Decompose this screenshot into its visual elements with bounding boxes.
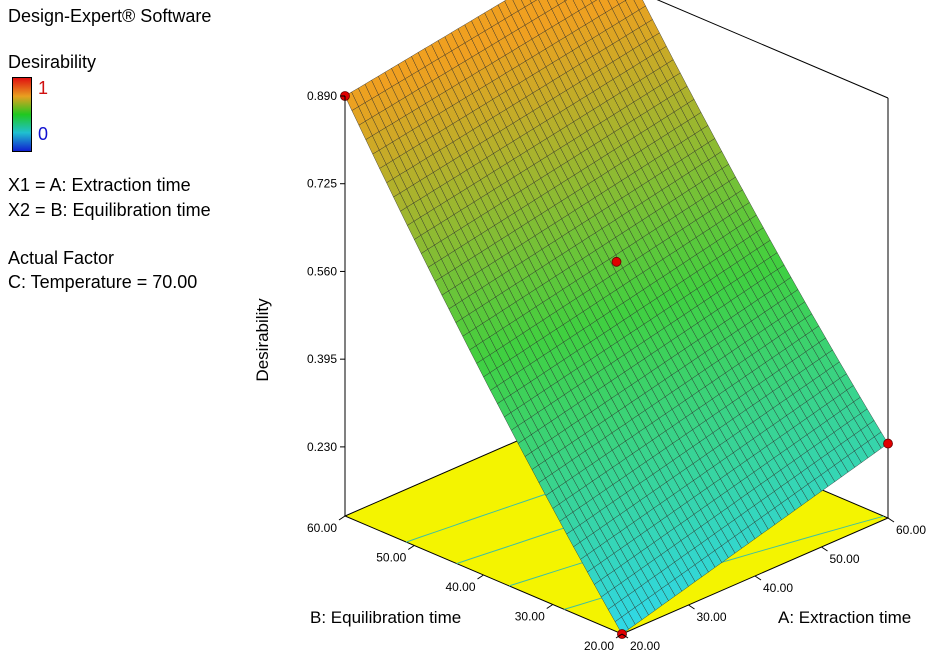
y-tick-mark bbox=[407, 545, 415, 550]
y-tick-label: 40.00 bbox=[445, 580, 475, 594]
y-tick-label: 50.00 bbox=[376, 551, 406, 565]
response-name: Desirability bbox=[8, 52, 97, 72]
x-tick-mark bbox=[887, 517, 895, 523]
design-point bbox=[611, 256, 622, 267]
x1-factor-label: X1 = A: Extraction time bbox=[8, 175, 191, 195]
response-surface bbox=[344, 0, 889, 635]
y-tick-label: 60.00 bbox=[307, 521, 337, 535]
x-tick-mark bbox=[754, 575, 762, 581]
actual-factor-heading: Actual Factor bbox=[8, 248, 115, 268]
y-axis-title: B: Equilibration time bbox=[310, 608, 461, 627]
legend-low-label: 0 bbox=[38, 124, 49, 144]
box-edge bbox=[656, 0, 889, 99]
z-tick-label: 0.395 bbox=[307, 352, 337, 366]
y-tick-mark bbox=[477, 574, 484, 580]
x-tick-label: 60.00 bbox=[896, 523, 926, 537]
x-tick-label: 40.00 bbox=[763, 581, 793, 595]
y-tick-label: 30.00 bbox=[515, 610, 545, 624]
z-tick-label: 0.230 bbox=[307, 440, 337, 454]
y-tick-mark bbox=[615, 633, 623, 639]
design-point bbox=[883, 438, 893, 449]
app-title: Design-Expert® Software bbox=[8, 6, 212, 26]
x2-factor-label: X2 = B: Equilibration time bbox=[8, 200, 211, 220]
x-tick-label: 20.00 bbox=[630, 639, 660, 651]
y-tick-mark bbox=[338, 515, 346, 521]
z-tick-label: 0.725 bbox=[307, 177, 337, 191]
actual-factor-value: C: Temperature = 70.00 bbox=[8, 272, 198, 292]
z-tick-label: 0.890 bbox=[307, 89, 337, 103]
x-tick-mark bbox=[821, 546, 828, 552]
axis-ticks: 20.00 30.00 40.00 50.00 60.00 20.00 30.00 40.00… bbox=[307, 89, 926, 651]
z-tick-label: 0.560 bbox=[307, 264, 337, 278]
z-axis-title: Desirability bbox=[253, 298, 272, 382]
color-legend-bar bbox=[12, 77, 32, 152]
y-tick-label: 20.00 bbox=[584, 639, 614, 651]
x-tick-mark bbox=[688, 604, 695, 610]
x-axis-title: A: Extraction time bbox=[778, 608, 911, 627]
x-tick-label: 30.00 bbox=[697, 610, 727, 624]
legend-high-label: 1 bbox=[38, 78, 49, 98]
x-tick-mark bbox=[621, 633, 629, 639]
y-tick-mark bbox=[546, 604, 554, 609]
x-tick-label: 50.00 bbox=[830, 552, 860, 566]
